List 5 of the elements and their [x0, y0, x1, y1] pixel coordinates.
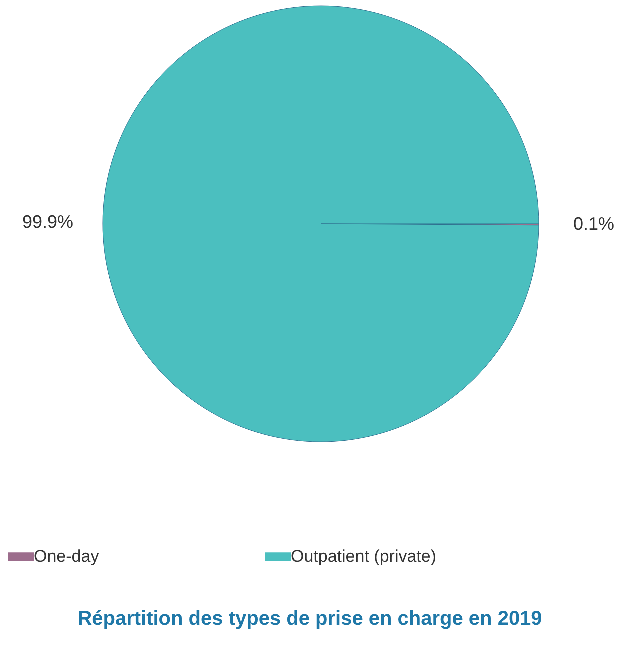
data-label: 0.1% — [573, 214, 615, 234]
text: Répartition des types de prise en charge en 2019 — [78, 608, 542, 630]
data-label: 99.9% — [22, 212, 74, 232]
legend-label: One-day — [34, 547, 100, 566]
legend-label: Outpatient (private) — [291, 547, 437, 566]
